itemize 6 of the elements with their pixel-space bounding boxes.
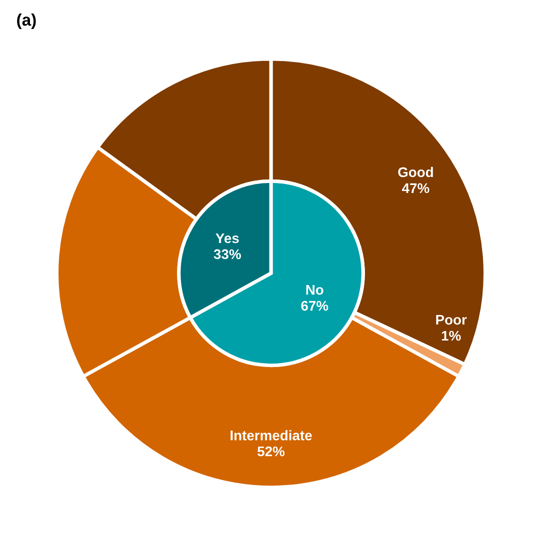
data-label: Yes 33% [214, 233, 241, 260]
data-label: No 67% [301, 285, 328, 311]
text: Good 47% [398, 166, 433, 194]
text: Intermediate 52% [230, 430, 312, 456]
text: Poor 1% [436, 315, 467, 341]
chart-title: (a) [17, 14, 36, 30]
